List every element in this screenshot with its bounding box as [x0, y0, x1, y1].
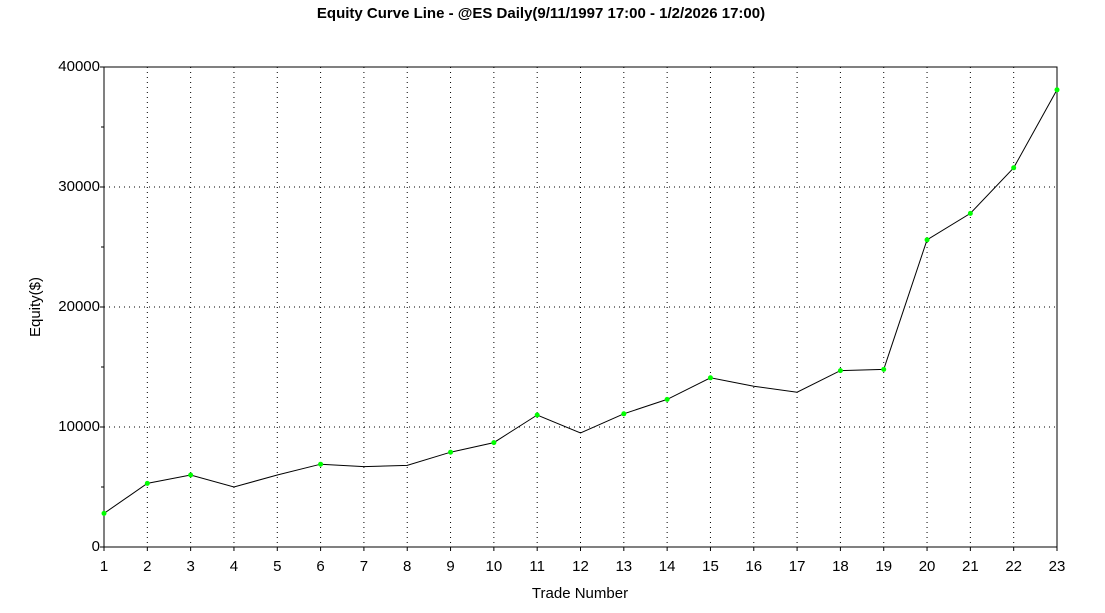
x-tick-label: 1: [100, 558, 108, 575]
point-marker: [188, 472, 194, 478]
y-tick-label: 40000: [58, 58, 100, 75]
point-marker: [101, 510, 107, 516]
point-marker: [837, 368, 843, 374]
point-marker: [707, 375, 713, 381]
point-marker: [924, 237, 930, 243]
equity-line: [103, 89, 1058, 514]
x-tick-label: 2: [143, 558, 151, 575]
x-tick-label: 5: [273, 558, 281, 575]
x-tick-label: 17: [789, 558, 806, 575]
point-marker: [664, 396, 670, 402]
point-marker: [967, 210, 973, 216]
x-tick-label: 11: [529, 558, 545, 575]
y-tick-label: 30000: [58, 178, 100, 195]
x-axis-label: Trade Number: [532, 585, 628, 602]
y-tick-label: 10000: [58, 418, 100, 435]
x-tick-label: 9: [446, 558, 454, 575]
y-axis-label: Equity($): [27, 277, 44, 337]
point-marker: [318, 461, 324, 467]
point-marker: [621, 411, 627, 417]
x-tick-label: 14: [659, 558, 676, 575]
chart-title: Equity Curve Line - @ES Daily(9/11/1997 …: [317, 5, 765, 22]
x-tick-label: 22: [1005, 558, 1022, 575]
x-tick-label: 12: [572, 558, 589, 575]
x-tick-label: 20: [919, 558, 936, 575]
x-tick-label: 23: [1049, 558, 1066, 575]
x-tick-label: 6: [316, 558, 324, 575]
x-tick-label: 3: [186, 558, 194, 575]
x-tick-label: 10: [486, 558, 503, 575]
plot-frame: [103, 66, 1058, 548]
point-marker: [1011, 165, 1017, 171]
point-marker: [144, 480, 150, 486]
x-tick-label: 18: [832, 558, 849, 575]
x-tick-label: 7: [360, 558, 368, 575]
x-tick-label: 16: [745, 558, 762, 575]
x-tick-label: 15: [702, 558, 719, 575]
x-tick-label: 4: [230, 558, 238, 575]
x-tick-label: 13: [615, 558, 632, 575]
x-tick-label: 21: [962, 558, 979, 575]
y-tick-label: 20000: [58, 298, 100, 315]
x-tick-label: 8: [403, 558, 411, 575]
y-tick-label: 0: [92, 538, 100, 555]
x-tick-label: 19: [875, 558, 892, 575]
point-marker: [491, 440, 497, 446]
point-marker: [448, 449, 454, 455]
point-marker: [881, 366, 887, 372]
point-marker: [1054, 87, 1060, 93]
point-marker: [534, 412, 540, 418]
